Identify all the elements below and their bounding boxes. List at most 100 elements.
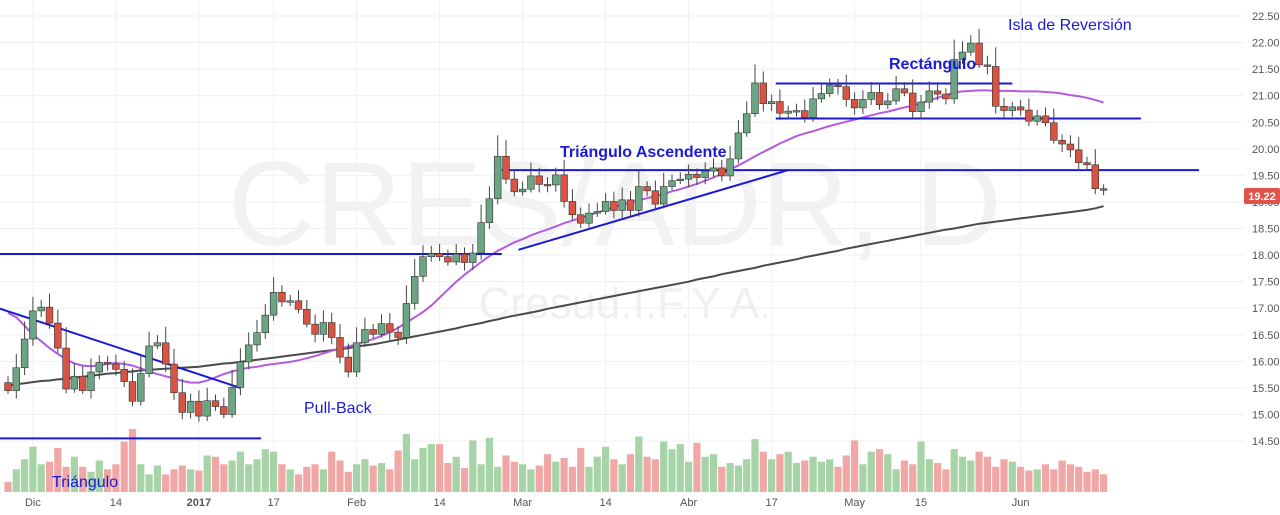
candle-body[interactable]	[834, 84, 842, 87]
candle-body[interactable]	[543, 184, 552, 187]
candle-body[interactable]	[103, 362, 112, 365]
candle-body[interactable]	[427, 253, 435, 257]
candle-body[interactable]	[261, 314, 269, 333]
candle-body[interactable]	[767, 101, 776, 104]
candle-body[interactable]	[1016, 106, 1025, 111]
candle-body[interactable]	[493, 155, 502, 200]
candle-body[interactable]	[958, 51, 967, 60]
candle-body[interactable]	[178, 392, 186, 413]
candle-body[interactable]	[303, 309, 311, 325]
candle-body[interactable]	[269, 291, 278, 316]
candle-body[interactable]	[311, 323, 319, 335]
candle-body[interactable]	[991, 66, 1000, 107]
candle-body[interactable]	[751, 82, 759, 115]
candle-body[interactable]	[386, 323, 394, 333]
candle-body[interactable]	[410, 276, 419, 304]
candle-body[interactable]	[510, 178, 518, 193]
candle-body[interactable]	[792, 110, 801, 113]
candle-body[interactable]	[651, 190, 660, 205]
candle-body[interactable]	[983, 64, 992, 67]
candle-body[interactable]	[884, 100, 892, 106]
trendline[interactable]	[518, 169, 789, 251]
candle-body[interactable]	[825, 84, 834, 94]
candle-body[interactable]	[1058, 140, 1066, 145]
candle-body[interactable]	[327, 322, 336, 338]
candle-body[interactable]	[211, 400, 220, 407]
candle-body[interactable]	[618, 199, 626, 211]
candle-body[interactable]	[676, 178, 685, 182]
candle-body[interactable]	[394, 331, 402, 338]
candle-body[interactable]	[875, 92, 884, 106]
candle-body[interactable]	[942, 93, 950, 100]
candle-body[interactable]	[444, 256, 452, 263]
candle-body[interactable]	[137, 373, 145, 402]
candle-body[interactable]	[278, 291, 286, 303]
candle-body[interactable]	[643, 186, 651, 192]
candle-body[interactable]	[435, 253, 444, 257]
candle-body[interactable]	[286, 300, 294, 303]
candle-body[interactable]	[585, 212, 593, 224]
candle-body[interactable]	[784, 110, 792, 114]
candle-body[interactable]	[120, 369, 128, 382]
candle-body[interactable]	[228, 387, 236, 415]
candle-body[interactable]	[1075, 149, 1083, 163]
candle-body[interactable]	[693, 174, 701, 178]
candle-body[interactable]	[145, 345, 153, 374]
candle-body[interactable]	[975, 42, 983, 66]
candle-body[interactable]	[709, 167, 718, 172]
candle-body[interactable]	[701, 170, 709, 178]
candle-body[interactable]	[294, 300, 303, 310]
candle-body[interactable]	[153, 342, 162, 347]
candle-body[interactable]	[203, 400, 211, 417]
candle-body[interactable]	[54, 322, 62, 349]
candle-body[interactable]	[485, 198, 494, 223]
candle-body[interactable]	[1033, 115, 1041, 122]
candle-body[interactable]	[560, 174, 568, 202]
candle-body[interactable]	[867, 92, 875, 100]
candle-body[interactable]	[1025, 109, 1033, 122]
candle-body[interactable]	[759, 82, 768, 104]
candle-body[interactable]	[236, 361, 245, 388]
candle-body[interactable]	[726, 158, 734, 177]
price-axis[interactable]: 14.50 15.00 15.50 16.00 16.50 17.00 17.50 18.00…	[1244, 0, 1280, 510]
candle-body[interactable]	[892, 88, 900, 102]
candle-body[interactable]	[45, 306, 54, 324]
candle-body[interactable]	[635, 186, 643, 211]
candle-body[interactable]	[576, 214, 585, 224]
candle-body[interactable]	[776, 101, 784, 114]
candle-body[interactable]	[950, 59, 958, 100]
candle-body[interactable]	[4, 382, 12, 391]
candle-body[interactable]	[128, 381, 137, 402]
candle-body[interactable]	[933, 90, 942, 95]
candle-body[interactable]	[718, 167, 726, 177]
candle-body[interactable]	[626, 199, 635, 211]
candle-body[interactable]	[469, 252, 477, 263]
candle-body[interactable]	[1099, 188, 1108, 191]
candle-body[interactable]	[452, 253, 460, 263]
candle-body[interactable]	[809, 98, 817, 118]
candle-body[interactable]	[87, 371, 95, 391]
candlesticks[interactable]	[4, 28, 1108, 422]
candle-body[interactable]	[1041, 115, 1050, 124]
candle-body[interactable]	[319, 322, 328, 335]
candle-body[interactable]	[659, 186, 668, 205]
candle-body[interactable]	[1008, 106, 1017, 111]
candle-body[interactable]	[419, 256, 427, 277]
candle-body[interactable]	[1000, 106, 1008, 111]
candle-body[interactable]	[1050, 122, 1058, 141]
candle-body[interactable]	[900, 88, 909, 94]
candle-body[interactable]	[917, 101, 925, 112]
candle-body[interactable]	[162, 342, 170, 365]
candle-body[interactable]	[601, 201, 610, 212]
candle-body[interactable]	[62, 347, 70, 390]
candle-body[interactable]	[195, 400, 203, 417]
candle-body[interactable]	[352, 342, 361, 373]
candle-body[interactable]	[12, 367, 20, 391]
candle-body[interactable]	[527, 175, 535, 190]
candle-body[interactable]	[460, 253, 469, 263]
candle-body[interactable]	[29, 310, 37, 340]
candle-body[interactable]	[344, 356, 352, 373]
candle-body[interactable]	[70, 375, 79, 390]
candle-body[interactable]	[967, 42, 975, 53]
